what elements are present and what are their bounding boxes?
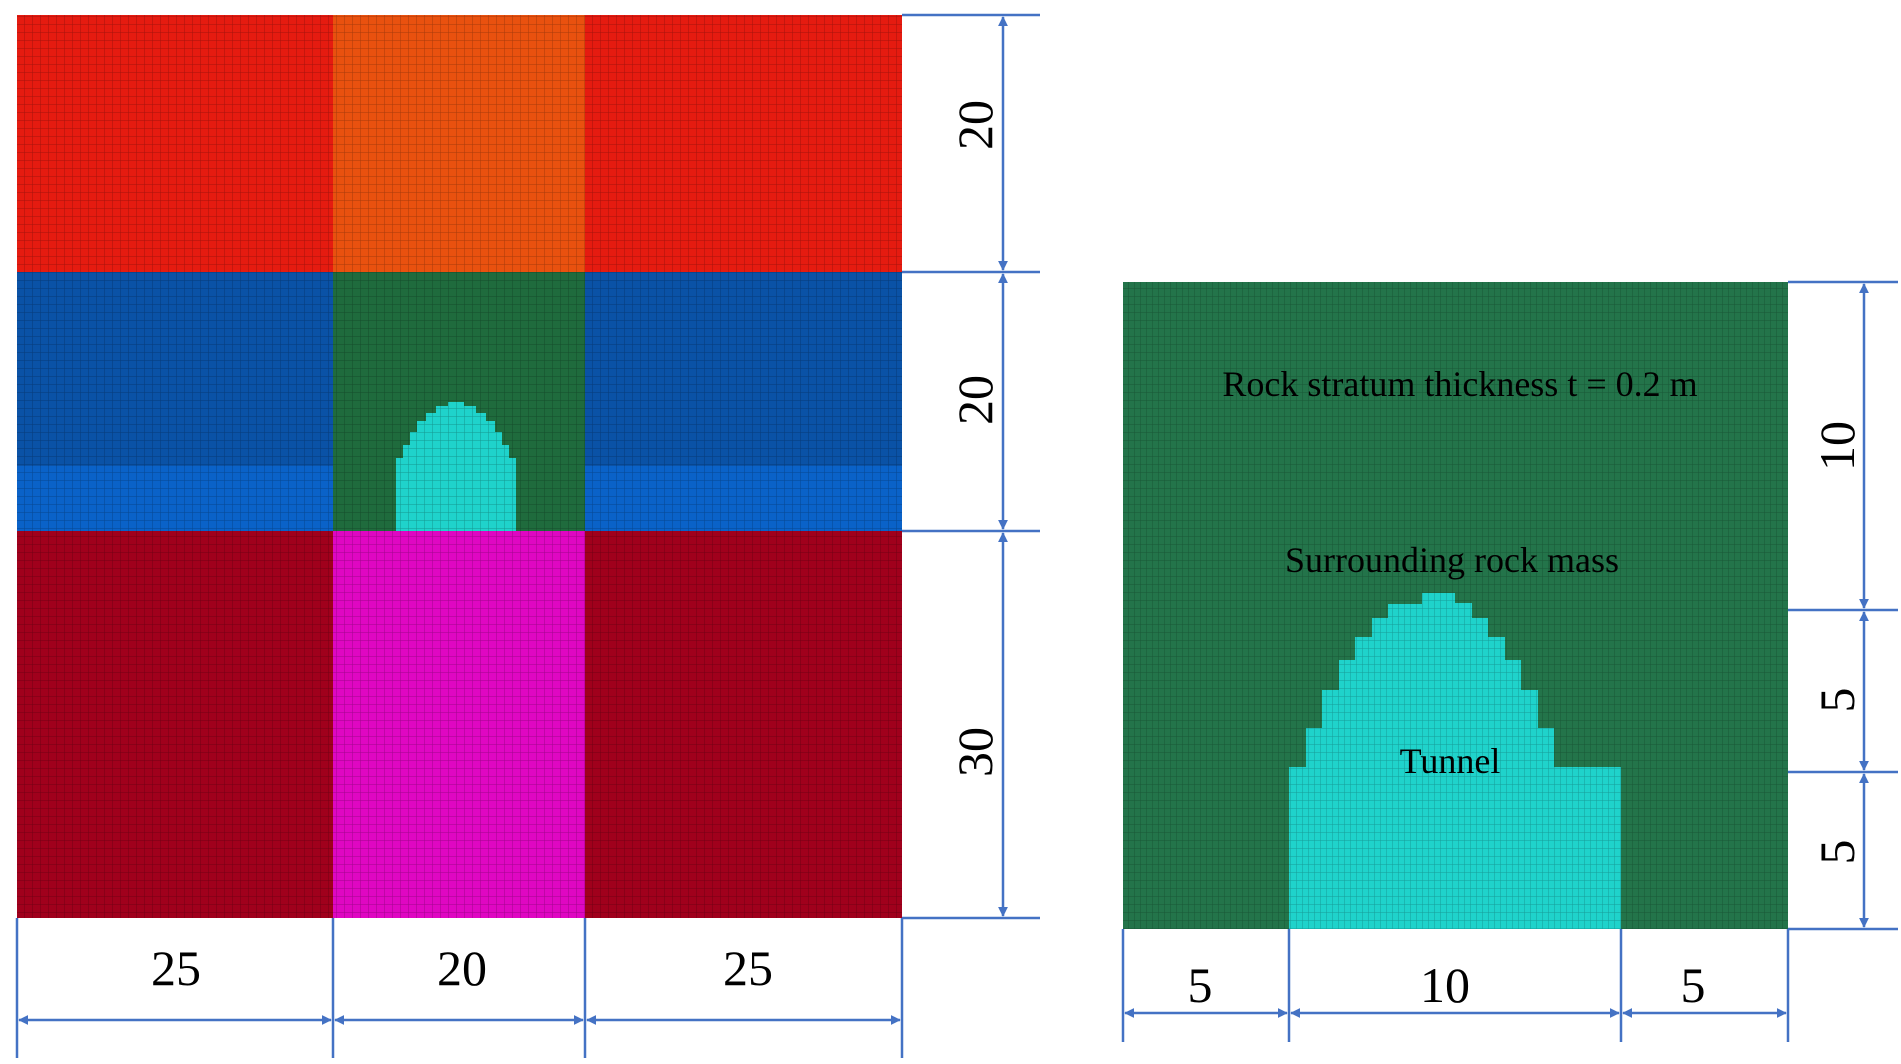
- thickness-label: Rock stratum thickness t = 0.2 m: [1222, 364, 1697, 404]
- left-mesh-overlay: [17, 15, 902, 918]
- left-height-dim-3: 30: [947, 727, 1003, 777]
- left-width-dim-3: 25: [723, 940, 773, 996]
- right-height-dim-3: 5: [1809, 840, 1865, 865]
- left-width-dim-1: 25: [151, 940, 201, 996]
- right-height-dimensions: [1788, 280, 1898, 931]
- right-model: Rock stratum thickness t = 0.2 m Surroun…: [1123, 282, 1788, 929]
- right-width-dim-3: 5: [1681, 957, 1706, 1013]
- left-height-dimensions: [902, 13, 1040, 920]
- right-width-dim-2: 10: [1420, 957, 1470, 1013]
- right-width-dimensions: [1121, 929, 1790, 1042]
- left-width-dimensions: [15, 918, 904, 1058]
- left-width-dim-2: 20: [437, 940, 487, 996]
- right-height-dim-2: 5: [1809, 688, 1865, 713]
- rock-mass-label: Surrounding rock mass: [1285, 540, 1619, 580]
- left-height-dim-2: 20: [947, 375, 1003, 425]
- right-width-dim-1: 5: [1188, 957, 1213, 1013]
- left-height-dim-1: 20: [947, 100, 1003, 150]
- left-model: [17, 15, 902, 918]
- tunnel-label: Tunnel: [1400, 741, 1501, 781]
- right-mesh-overlay: [1123, 282, 1788, 929]
- right-height-dim-1: 10: [1809, 421, 1865, 471]
